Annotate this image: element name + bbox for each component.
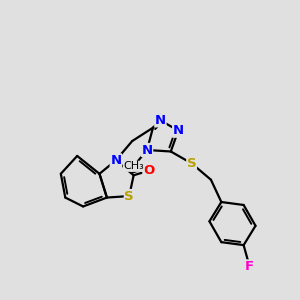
Text: O: O <box>143 164 154 177</box>
Text: N: N <box>155 114 166 127</box>
Text: N: N <box>110 154 122 167</box>
Text: F: F <box>245 260 254 273</box>
Text: N: N <box>142 143 153 157</box>
Text: S: S <box>124 190 134 202</box>
Text: N: N <box>173 124 184 137</box>
Text: S: S <box>187 157 196 170</box>
Text: CH₃: CH₃ <box>123 161 144 171</box>
